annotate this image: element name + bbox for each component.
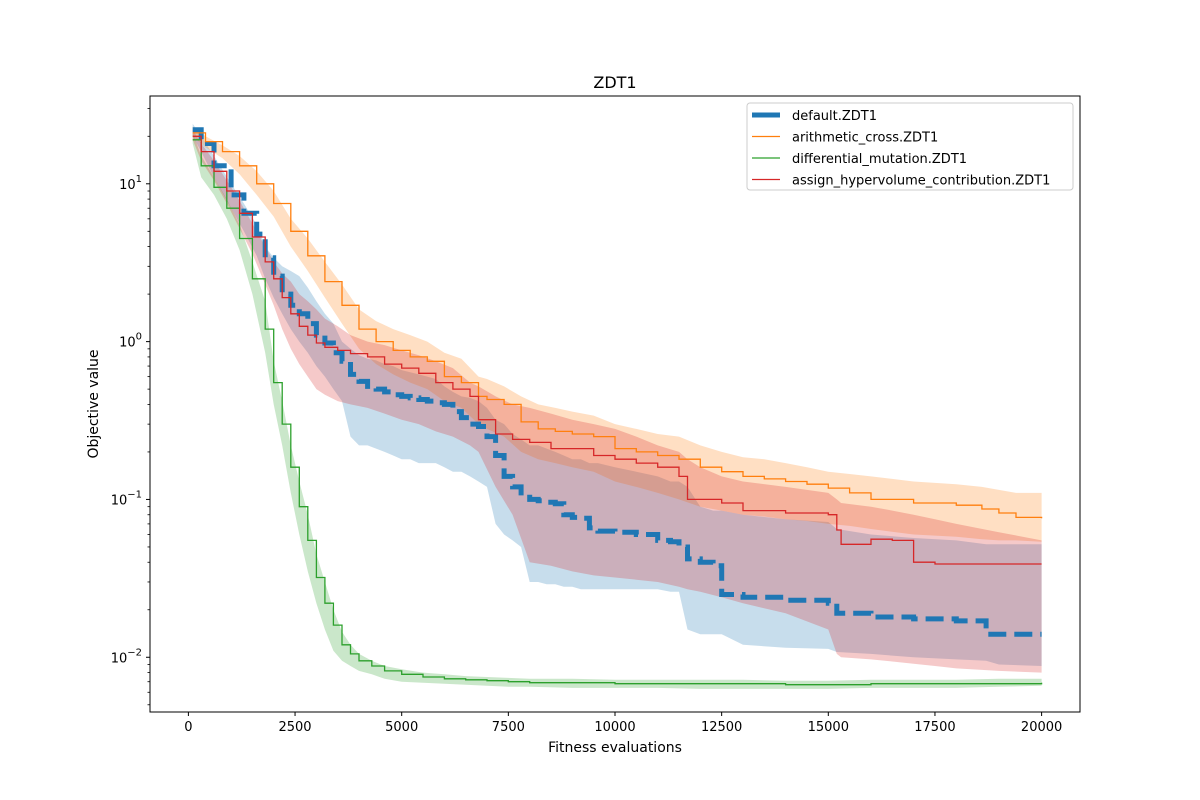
legend-entry-label: arithmetic_cross.ZDT1 xyxy=(792,131,938,146)
y-tick-label: 10−2 xyxy=(111,647,142,666)
x-tick-label: 12500 xyxy=(701,720,742,735)
band-default.ZDT1 xyxy=(192,123,1042,667)
legend-entry-label: assign_hypervolume_contribution.ZDT1 xyxy=(792,174,1050,189)
x-tick-label: 0 xyxy=(184,720,192,735)
line-default.ZDT1 xyxy=(192,127,1042,637)
y-axis-label: Objective value xyxy=(86,349,102,458)
y-tick-label: 10−1 xyxy=(111,489,142,508)
line-assign_hypervolume_contribution.ZDT1 xyxy=(192,135,1042,565)
x-tick-label: 10000 xyxy=(594,720,635,735)
x-tick-label: 20000 xyxy=(1021,720,1062,735)
x-tick-label: 5000 xyxy=(385,720,418,735)
line-differential_mutation.ZDT1 xyxy=(192,139,1043,686)
legend-entry-label: differential_mutation.ZDT1 xyxy=(792,152,967,167)
x-axis-label: Fitness evaluations xyxy=(548,740,682,756)
x-tick-label: 2500 xyxy=(278,720,311,735)
y-tick-label: 101 xyxy=(119,174,142,193)
y-tick-label: 100 xyxy=(119,332,142,351)
legend-entry-label: default.ZDT1 xyxy=(792,109,877,124)
legend: default.ZDT1 arithmetic_cross.ZDT1differe… xyxy=(746,102,1074,191)
legend-box xyxy=(746,102,1074,191)
y-axis-ticks: 10−2 10−1 100 101 xyxy=(111,108,150,706)
band-assign_hypervolume_contribution.ZDT1 xyxy=(192,129,1042,673)
chart-title: ZDT1 xyxy=(593,73,636,92)
series-lines xyxy=(192,127,1043,686)
x-tick-label: 17500 xyxy=(914,720,955,735)
x-axis-ticks: 0 2500 5000 7500 10000 12500 15000 17500 20000 xyxy=(184,712,1062,735)
x-tick-label: 15000 xyxy=(808,720,849,735)
line-arithmetic_cross.ZDT1 xyxy=(192,132,1043,519)
x-tick-label: 7500 xyxy=(492,720,525,735)
